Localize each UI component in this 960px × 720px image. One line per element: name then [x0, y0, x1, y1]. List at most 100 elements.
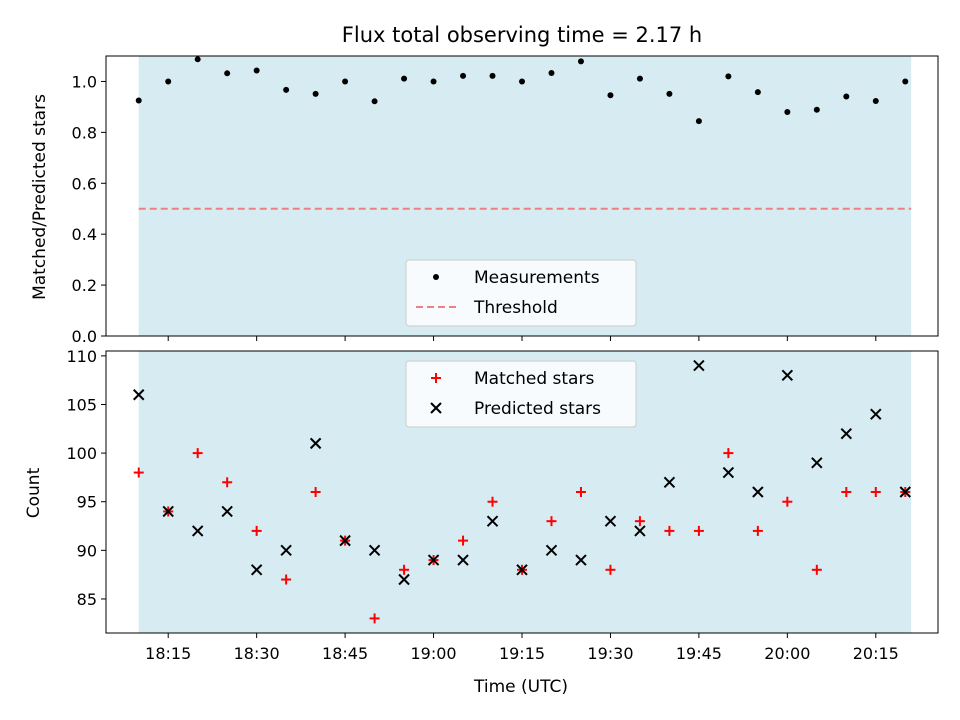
measurement-point [430, 78, 437, 85]
measurement-point [666, 90, 673, 97]
predicted-mark [781, 369, 794, 382]
predicted-point [309, 437, 322, 450]
legend-label: Threshold [473, 298, 558, 318]
measurement-point [489, 72, 496, 79]
predicted-mark [634, 525, 646, 537]
predicted-mark [486, 515, 499, 527]
predicted-point [545, 544, 558, 557]
predicted-mark [545, 544, 558, 557]
matched-point [222, 477, 233, 488]
measurement-point [224, 70, 231, 77]
x-tick-label: 19:45 [676, 644, 722, 663]
predicted-mark [663, 476, 676, 488]
predicted-mark [752, 486, 764, 498]
matched-point [310, 487, 321, 497]
predicted-mark [427, 554, 440, 566]
matched-point [487, 496, 498, 507]
measurement-point [194, 56, 201, 63]
measurement-point [636, 75, 643, 82]
matched-point [399, 564, 410, 575]
measurement-point [695, 118, 702, 125]
matched-point [782, 496, 793, 507]
predicted-mark [575, 554, 587, 566]
legend-label: Predicted stars [474, 399, 601, 419]
y-tick-label: 1.0 [72, 72, 97, 91]
predicted-point [427, 554, 440, 566]
measurement-point [283, 86, 290, 93]
y-tick-label: 95 [77, 493, 97, 512]
bottom-ylabel: Count [24, 467, 44, 518]
predicted-mark [339, 534, 351, 547]
measurement-point [371, 98, 378, 105]
measurement-point [902, 78, 909, 85]
measurement-point [312, 90, 319, 97]
measurement-point [342, 78, 349, 85]
matched-point [811, 564, 822, 575]
predicted-mark [280, 544, 292, 557]
y-tick-label: 0.0 [72, 327, 97, 346]
y-tick-label: 85 [77, 590, 97, 609]
matched-point [192, 448, 203, 459]
plot-frame [105, 55, 939, 337]
predicted-point [221, 505, 233, 518]
predicted-mark [840, 427, 853, 440]
predicted-mark [221, 505, 233, 518]
predicted-point [575, 554, 587, 566]
predicted-mark [722, 466, 735, 479]
predicted-mark [309, 437, 322, 450]
measurement-point [843, 93, 850, 100]
matched-point [281, 574, 292, 585]
measurement-point [165, 78, 172, 85]
predicted-mark [811, 457, 823, 469]
predicted-point [722, 466, 735, 479]
chart-title: Flux total observing time = 2.17 h [342, 23, 702, 47]
predicted-point [781, 369, 794, 382]
x-tick-label: 18:45 [322, 644, 368, 663]
matched-point [546, 516, 557, 527]
predicted-point [870, 408, 882, 420]
predicted-mark [516, 564, 528, 576]
predicted-mark [133, 389, 145, 401]
y-tick-label: 90 [77, 541, 97, 560]
matched-point [723, 448, 734, 459]
x-tick-label: 19:30 [587, 644, 633, 663]
measurement-point [784, 109, 791, 115]
xlabel: Time (UTC) [473, 677, 568, 697]
legend-box [405, 259, 637, 327]
measurement-point [460, 72, 467, 79]
predicted-mark [899, 486, 911, 498]
matched-point [369, 613, 380, 624]
predicted-mark [870, 408, 882, 420]
y-tick-label: 0.8 [72, 123, 97, 142]
measurement-point [607, 92, 614, 99]
predicted-point [457, 554, 469, 566]
legend-label: Matched stars [474, 369, 594, 389]
predicted-mark [398, 573, 410, 586]
y-tick-label: 0.2 [72, 276, 97, 295]
predicted-mark [368, 544, 381, 557]
matched-point [752, 525, 763, 536]
matched-point [693, 525, 704, 536]
predicted-mark [457, 554, 469, 566]
predicted-point [133, 389, 145, 401]
predicted-point [663, 476, 676, 488]
predicted-point [604, 515, 617, 527]
legend-box [405, 360, 637, 428]
measurement-point [401, 75, 408, 82]
predicted-point [634, 525, 646, 537]
matched-point [575, 487, 586, 497]
predicted-point [840, 427, 853, 440]
top-ylabel: Matched/Predicted stars [30, 94, 50, 300]
legend-x-swatch [430, 402, 442, 414]
measurement-point [548, 70, 555, 77]
matched-point [458, 535, 469, 546]
predicted-point [191, 525, 204, 537]
top-legend: Measurements Threshold [405, 259, 637, 327]
matched-point [841, 487, 852, 497]
predicted-point [280, 544, 292, 557]
predicted-mark [250, 564, 263, 576]
measurement-point [754, 89, 761, 96]
measurement-point [135, 97, 142, 104]
predicted-point [752, 486, 764, 498]
matched-point [133, 467, 144, 478]
